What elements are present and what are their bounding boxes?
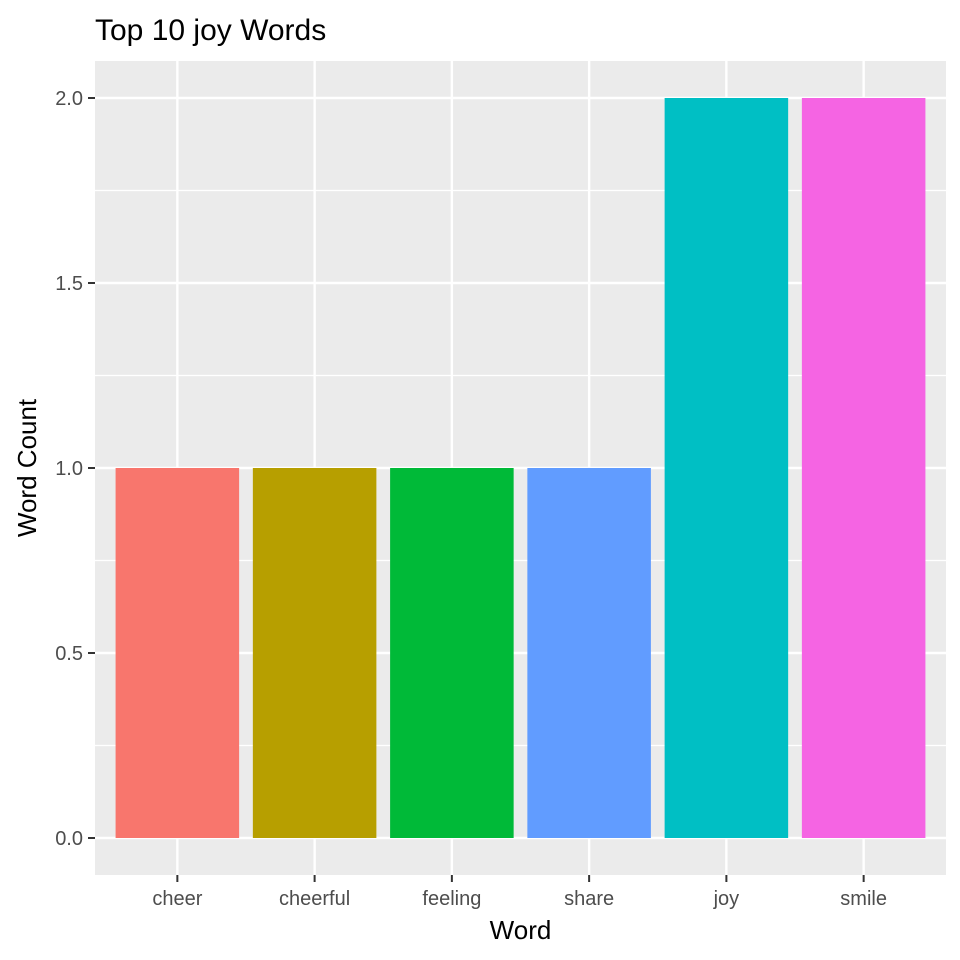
x-axis: cheer cheerful feeling share joy smile xyxy=(152,875,887,910)
y-tick-label: 0.5 xyxy=(55,643,83,665)
x-tick-label: cheer xyxy=(152,888,202,910)
bar-feeling xyxy=(390,468,514,838)
x-tick-label: joy xyxy=(713,888,740,910)
bar-share xyxy=(527,468,651,838)
y-axis-title: Word Count xyxy=(12,398,42,537)
bars xyxy=(115,98,926,838)
bar-cheerful xyxy=(252,468,377,838)
y-tick-label: 1.0 xyxy=(55,458,83,480)
y-axis: 0.0 0.5 1.0 1.5 2.0 xyxy=(55,88,95,850)
x-tick-label: share xyxy=(564,888,614,910)
x-tick-label: cheerful xyxy=(279,888,350,910)
x-tick-label: feeling xyxy=(422,888,481,910)
chart-title: Top 10 joy Words xyxy=(95,14,326,47)
y-tick-label: 1.5 xyxy=(55,273,83,295)
bar-joy xyxy=(664,98,789,838)
x-axis-title: Word xyxy=(490,915,552,945)
bar-cheer xyxy=(115,468,240,838)
y-tick-label: 0.0 xyxy=(55,828,83,850)
bar-smile xyxy=(801,98,926,838)
x-tick-label: smile xyxy=(840,888,887,910)
y-tick-label: 2.0 xyxy=(55,88,83,110)
